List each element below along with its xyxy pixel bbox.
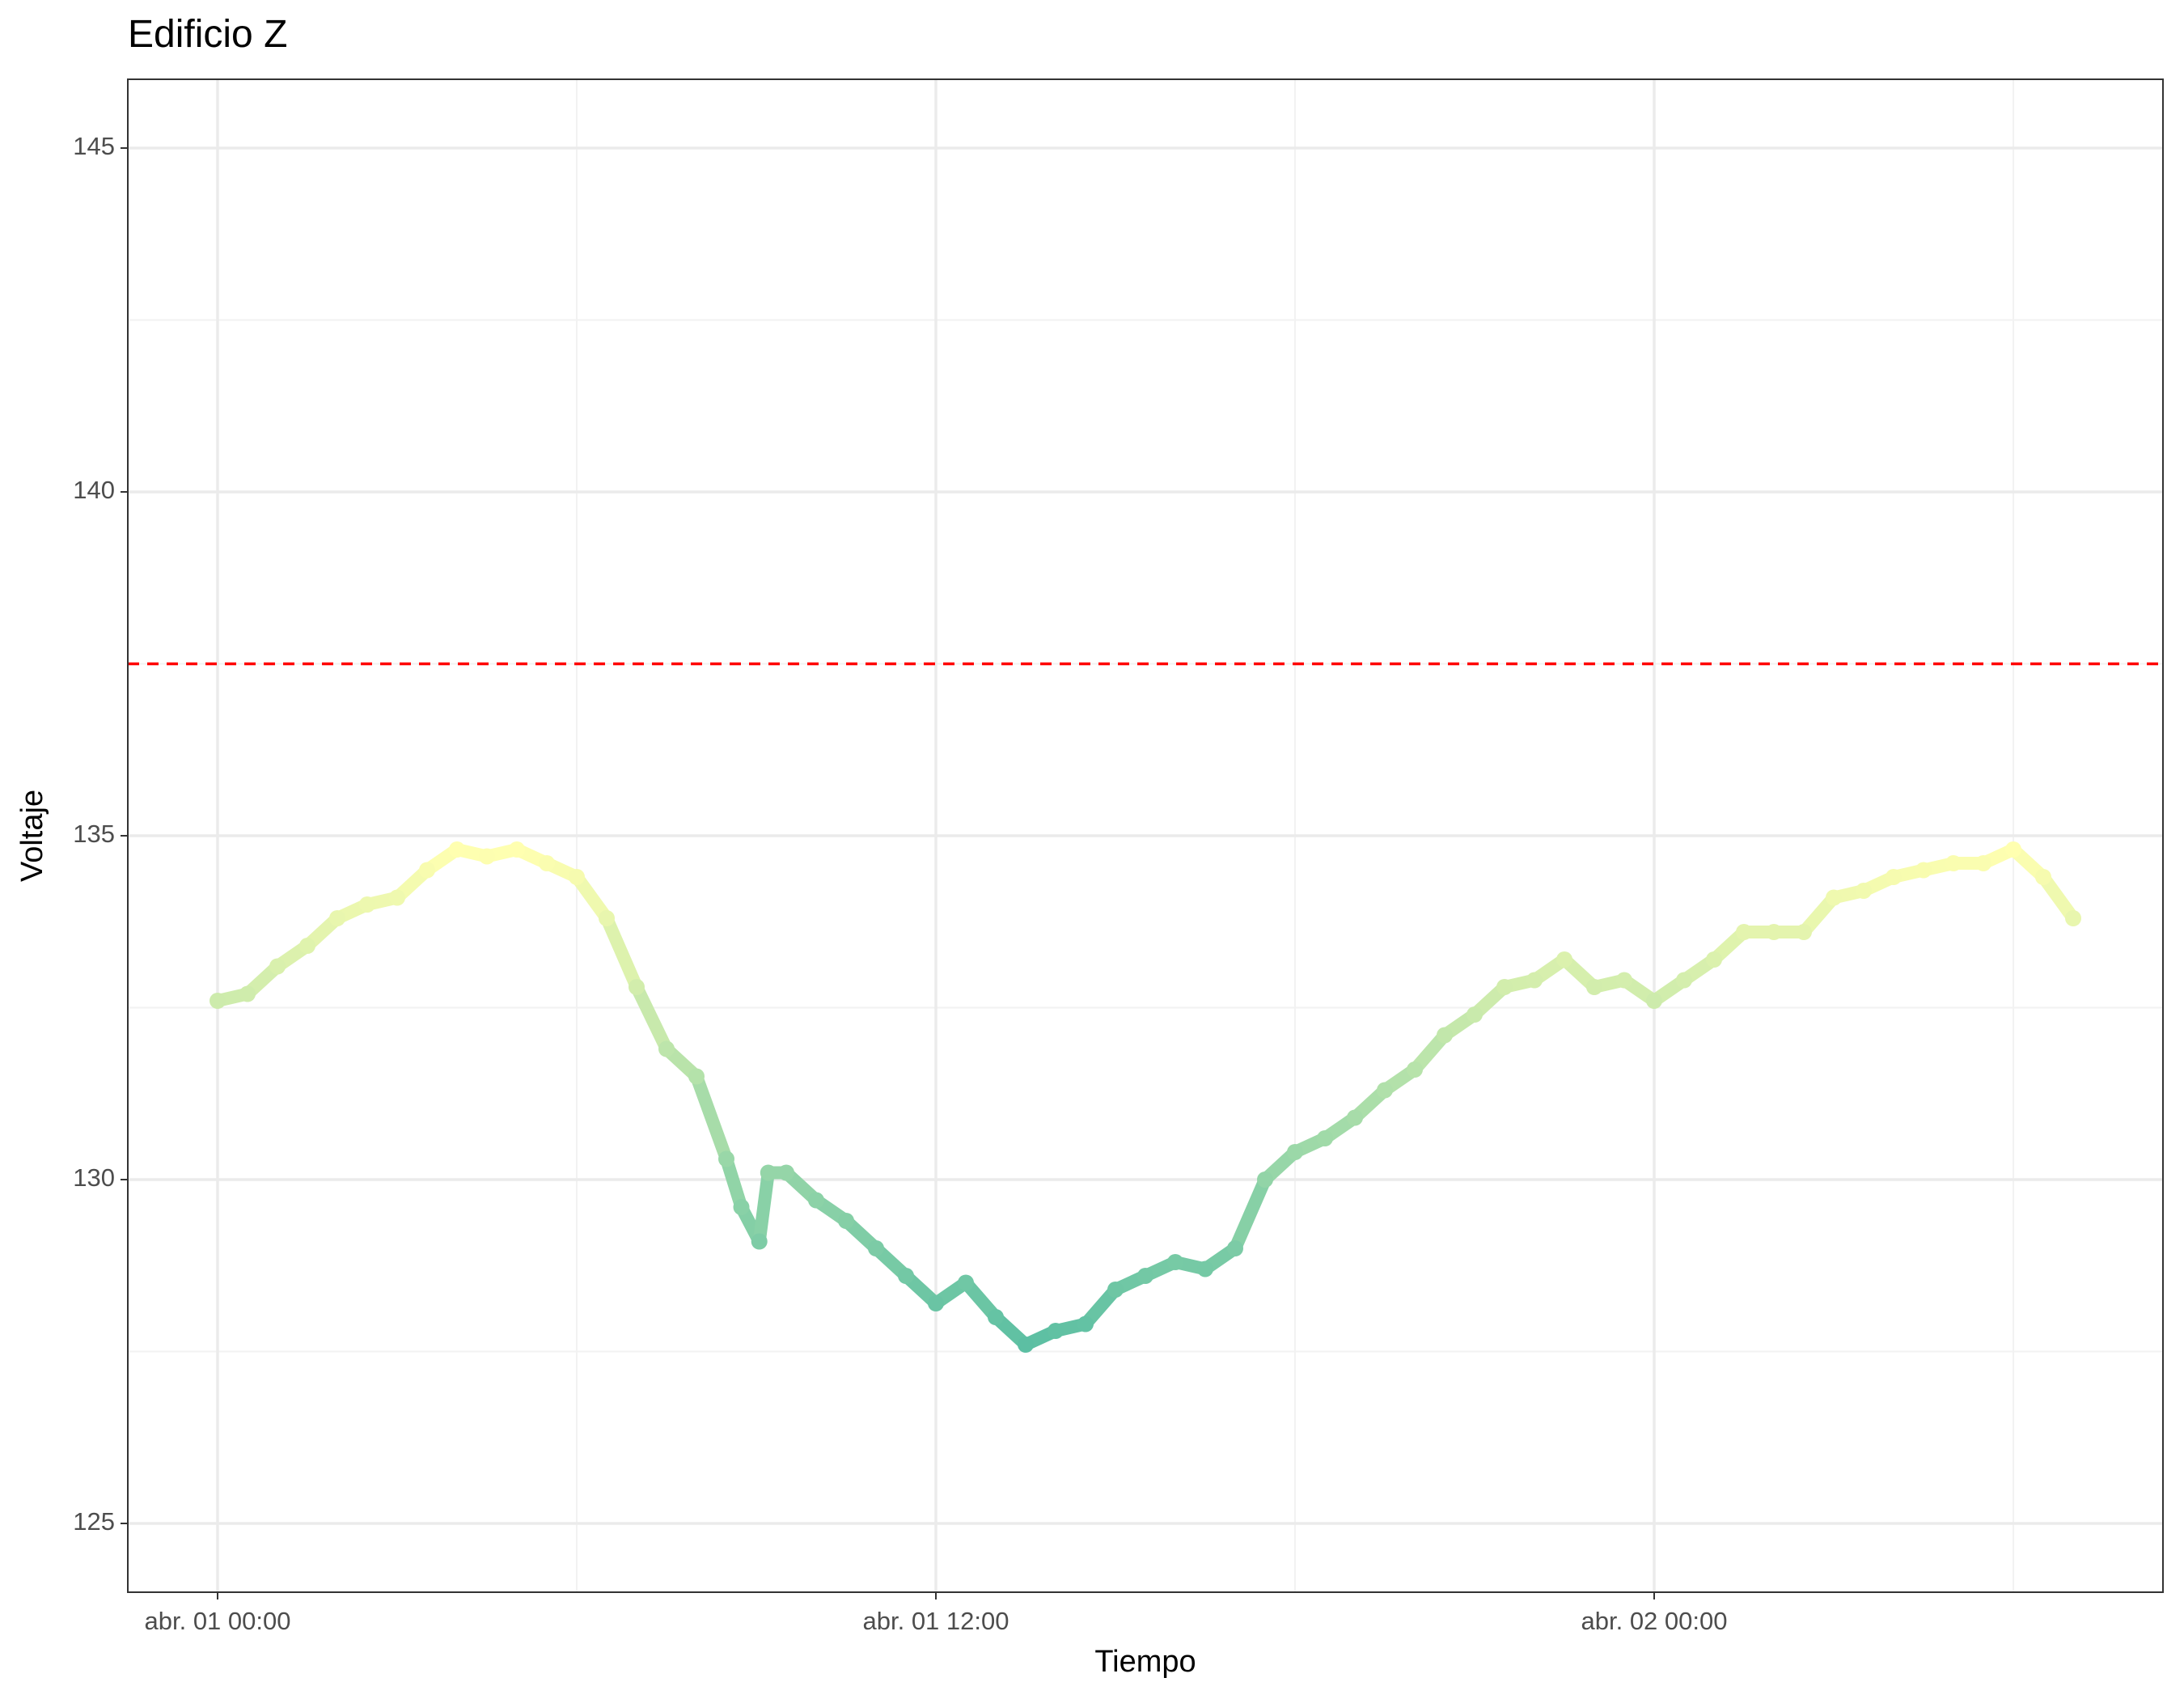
data-point xyxy=(1407,1061,1423,1078)
x-axis-title: Tiempo xyxy=(1094,1645,1196,1679)
data-point xyxy=(269,958,286,975)
data-point xyxy=(1586,979,1602,995)
y-tick-label: 140 xyxy=(73,476,115,504)
data-point xyxy=(1886,869,1902,885)
data-point xyxy=(1107,1282,1124,1298)
data-point xyxy=(760,1164,777,1181)
data-point xyxy=(1856,883,1872,899)
data-point xyxy=(1736,924,1752,940)
plot-border xyxy=(127,78,2164,1593)
data-point xyxy=(1526,972,1543,989)
data-point xyxy=(479,848,495,865)
data-point xyxy=(718,1150,734,1167)
data-point xyxy=(419,862,435,879)
data-point xyxy=(1257,1172,1273,1188)
x-tick-label: abr. 01 12:00 xyxy=(863,1607,1009,1635)
y-tick-label: 130 xyxy=(73,1163,115,1192)
data-point xyxy=(239,985,256,1002)
data-point xyxy=(898,1268,914,1284)
data-point xyxy=(1467,1006,1483,1023)
line-segment xyxy=(630,981,673,1056)
line-segment xyxy=(570,871,613,925)
x-tick-label: abr. 02 00:00 xyxy=(1581,1607,1728,1635)
data-point xyxy=(1766,924,1782,940)
data-point xyxy=(868,1240,884,1256)
data-point xyxy=(2035,869,2051,885)
chart-title: Edificio Z xyxy=(128,13,287,56)
data-point xyxy=(1706,951,1722,968)
data-point xyxy=(658,1040,675,1057)
data-point xyxy=(1287,1144,1303,1160)
data-point xyxy=(1646,993,1662,1009)
data-point xyxy=(629,979,645,995)
line-segment xyxy=(1229,1173,1272,1255)
line-segment xyxy=(690,1070,733,1166)
data-point xyxy=(1796,924,1812,940)
y-tick-label: 135 xyxy=(73,820,115,848)
data-point xyxy=(509,841,525,858)
data-point xyxy=(539,855,555,871)
data-point xyxy=(329,910,345,926)
data-point xyxy=(1826,889,1842,906)
data-point xyxy=(733,1199,750,1215)
data-point xyxy=(1945,855,1962,871)
data-point xyxy=(359,896,375,913)
data-point xyxy=(1556,951,1572,968)
data-point xyxy=(1496,979,1513,995)
line-segment xyxy=(752,1166,775,1248)
data-point xyxy=(688,1068,705,1085)
y-tick-label: 145 xyxy=(73,132,115,160)
data-point xyxy=(1915,862,1932,879)
data-point xyxy=(1048,1323,1064,1339)
data-point xyxy=(1167,1254,1183,1270)
data-point xyxy=(1676,972,1692,989)
data-point xyxy=(449,841,465,858)
data-point xyxy=(389,889,405,906)
data-point xyxy=(751,1233,768,1250)
y-axis-title: Voltaje xyxy=(15,790,49,882)
data-point xyxy=(1137,1268,1153,1284)
data-point xyxy=(299,938,315,954)
data-point xyxy=(2005,841,2021,858)
line-segment xyxy=(720,1152,748,1214)
data-point xyxy=(958,1274,974,1291)
data-point xyxy=(1227,1240,1243,1256)
y-tick-label: 125 xyxy=(73,1507,115,1536)
data-point xyxy=(2065,910,2081,926)
data-point xyxy=(1077,1316,1094,1333)
x-tick-label: abr. 01 00:00 xyxy=(145,1607,291,1635)
line-segment xyxy=(2037,871,2080,925)
data-point xyxy=(569,869,585,885)
data-point xyxy=(1616,972,1632,989)
data-point xyxy=(210,993,226,1009)
data-point xyxy=(1317,1130,1333,1146)
data-point xyxy=(808,1192,824,1209)
data-point xyxy=(1197,1260,1213,1277)
data-point xyxy=(1018,1337,1034,1353)
data-point xyxy=(1437,1027,1453,1044)
data-point xyxy=(1975,855,1991,871)
line-segment xyxy=(600,912,643,994)
data-point xyxy=(1347,1109,1363,1126)
data-point xyxy=(1377,1082,1393,1099)
data-point xyxy=(599,910,615,926)
data-point xyxy=(778,1164,794,1181)
data-point xyxy=(988,1309,1004,1325)
data-point xyxy=(838,1213,854,1229)
data-point xyxy=(928,1295,944,1311)
